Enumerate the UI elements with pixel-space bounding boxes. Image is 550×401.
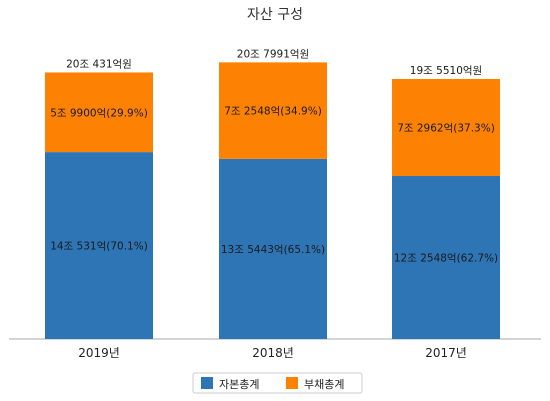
legend-swatch-liabilities (286, 377, 298, 389)
chart-title: 자산 구성 (247, 7, 303, 23)
bar-value-label: 7조 2962억(37.3%) (397, 122, 495, 134)
total-label: 19조 5510억원 (410, 65, 482, 77)
bar-value-label: 14조 531억(70.1%) (50, 241, 148, 253)
legend-swatch-equity (201, 377, 213, 389)
bar-liabilities-1 (219, 62, 327, 159)
bars-layer (45, 62, 500, 339)
bar-value-label: 13조 5443억(65.1%) (221, 244, 325, 256)
bar-liabilities-0 (45, 72, 153, 153)
bar-equity-2 (392, 176, 500, 339)
legend-label-equity: 자본총계 (219, 378, 259, 391)
legend-frame (192, 372, 363, 394)
bar-value-label: 7조 2548억(34.9%) (224, 106, 322, 118)
bar-equity-1 (219, 158, 327, 339)
x-tick-label: 2019년 (78, 346, 120, 360)
legend: 자본총계 부채총계 (192, 372, 363, 394)
labels-layer: 14조 531억(70.1%) 5조 9900억(29.9%) 20조 431억원 2… (50, 48, 498, 360)
total-label: 20조 7991억원 (237, 48, 309, 60)
total-label: 20조 431억원 (66, 58, 132, 70)
bar-equity-0 (45, 152, 153, 339)
legend-label-liabilities: 부채총계 (304, 378, 344, 391)
bar-liabilities-2 (392, 78, 500, 177)
x-tick-label: 2018년 (252, 346, 294, 360)
x-tick-label: 2017년 (425, 346, 467, 360)
bar-value-label: 5조 9900억(29.9%) (50, 107, 148, 119)
bar-value-label: 12조 2548억(62.7%) (394, 253, 498, 265)
